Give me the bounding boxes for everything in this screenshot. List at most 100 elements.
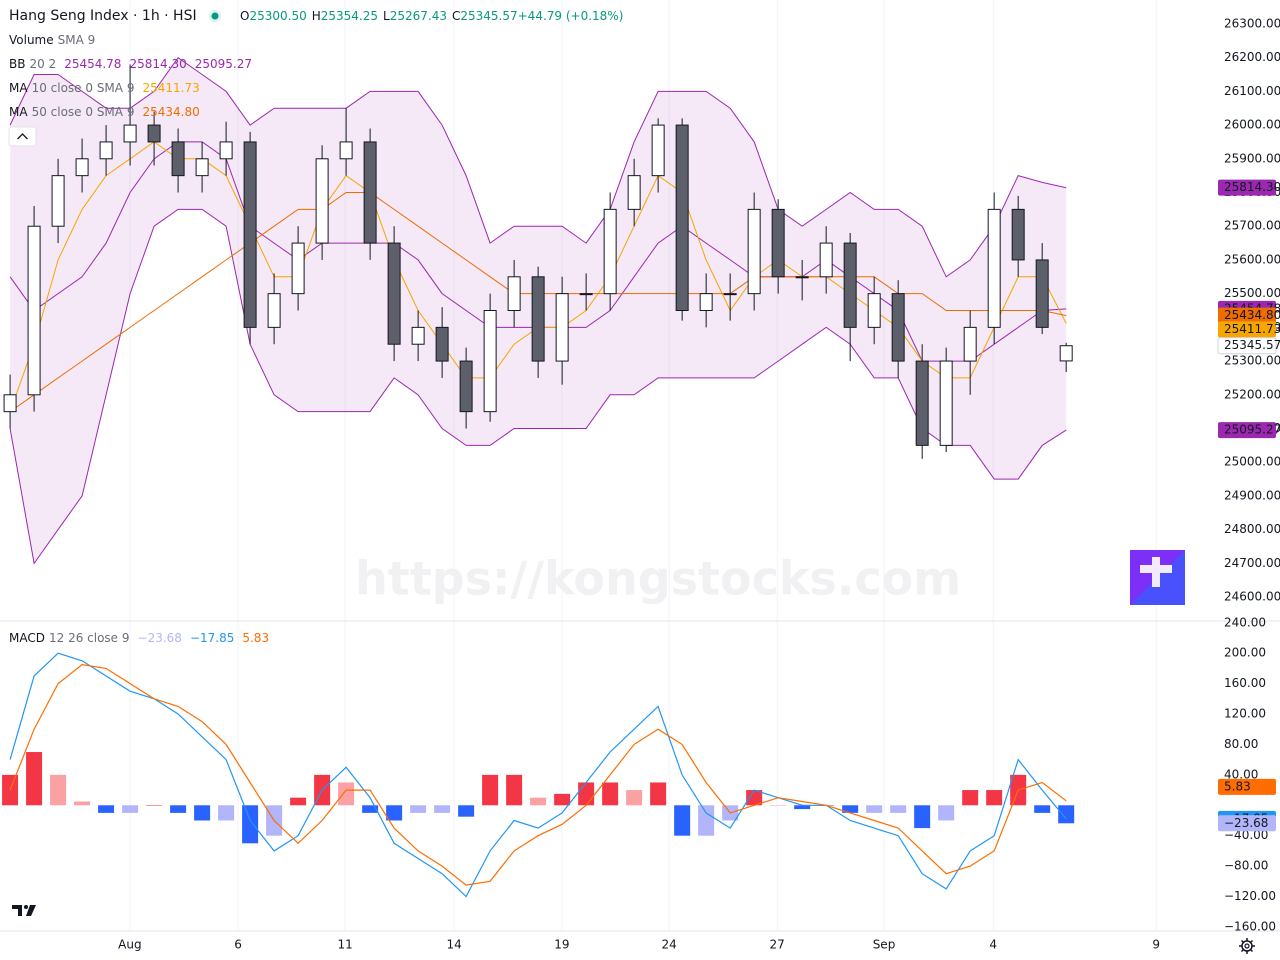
histogram-bar xyxy=(794,805,811,810)
candle-body xyxy=(315,158,329,244)
candle-body xyxy=(555,293,569,362)
candle-body xyxy=(819,242,833,278)
candle-body xyxy=(579,293,593,296)
y-tick-label: −80.00 xyxy=(1224,859,1268,873)
histogram-bar xyxy=(578,782,595,806)
brand-logo xyxy=(1130,550,1185,605)
y-tick-label: 26100.00 xyxy=(1224,84,1280,98)
candle-body xyxy=(891,293,905,362)
candle-body xyxy=(723,293,737,296)
candle-body xyxy=(699,293,713,312)
indicator-line xyxy=(9,57,1067,278)
y-tick-label: 25000.00 xyxy=(1224,455,1280,469)
histogram-bar xyxy=(698,805,715,836)
histogram-bar xyxy=(290,797,307,806)
histogram-bar xyxy=(770,805,787,806)
candle-body xyxy=(795,276,809,279)
y-tick-label: −40.00 xyxy=(1224,828,1268,842)
candle-body xyxy=(435,326,449,362)
y-tick-label: 24700.00 xyxy=(1224,556,1280,570)
histogram-bar xyxy=(602,782,619,806)
candle-body xyxy=(867,293,881,328)
price-tag xyxy=(1218,307,1276,324)
histogram-bar xyxy=(554,793,571,806)
collapse-button[interactable] xyxy=(8,126,37,147)
candle-body xyxy=(267,293,281,328)
macd-line xyxy=(9,663,1067,886)
legend: Hang Seng Index · 1h · HSI O25300.50 H253… xyxy=(8,8,623,645)
histogram-bar xyxy=(914,805,931,829)
ohlc-label: L xyxy=(383,9,390,23)
y-tick-label: 26200.00 xyxy=(1224,50,1280,64)
histogram-bar xyxy=(842,805,859,813)
histogram-bar xyxy=(410,805,427,813)
x-tick-label: 9 xyxy=(1152,938,1160,952)
y-tick-label: 40.00 xyxy=(1224,767,1258,781)
indicator-legend: Volume SMA 9 xyxy=(9,33,95,47)
histogram-bar xyxy=(986,790,1003,806)
price-tag-label: 25095.27 xyxy=(1224,423,1280,437)
candle-body xyxy=(219,141,233,160)
x-tick-label: 4 xyxy=(989,938,997,952)
price-tag-label: 25411.73 xyxy=(1224,322,1280,336)
status-dot xyxy=(211,12,219,20)
x-tick-label: Sep xyxy=(873,938,896,952)
histogram-bar xyxy=(746,790,763,806)
candle-body xyxy=(27,225,41,396)
y-tick-label: 25900.00 xyxy=(1224,151,1280,165)
histogram-bar xyxy=(482,774,499,806)
histogram-bar xyxy=(650,782,667,806)
indicator-name: MA xyxy=(9,81,28,95)
histogram-bar xyxy=(218,805,235,821)
candle-body xyxy=(603,208,617,295)
candle-body xyxy=(363,141,377,244)
settings-button[interactable] xyxy=(1239,938,1255,954)
histogram-bar xyxy=(170,805,187,813)
indicator-name: MA xyxy=(9,105,28,119)
y-tick-label: 120.00 xyxy=(1224,707,1266,721)
y-tick-label: 24800.00 xyxy=(1224,522,1280,536)
candle-body xyxy=(75,158,89,177)
y-tick-label: −120.00 xyxy=(1224,889,1276,903)
candle-body xyxy=(531,276,545,362)
watermark: https://kongstocks.com xyxy=(355,552,961,606)
price-tag xyxy=(1218,321,1276,338)
y-tick-label: 200.00 xyxy=(1224,646,1266,660)
ohlc-value: 25345.57 xyxy=(460,9,517,23)
price-tag-label: −23.68 xyxy=(1224,816,1268,830)
indicator-value: 25454.78 xyxy=(64,57,121,71)
ohlc-label: C xyxy=(452,9,460,23)
histogram-bar xyxy=(146,805,163,806)
candle-body xyxy=(3,394,17,413)
candle-body xyxy=(147,124,161,143)
candle-body xyxy=(1035,259,1049,328)
candle-body xyxy=(387,242,401,345)
histogram-bar xyxy=(74,801,91,806)
x-tick-label: 24 xyxy=(662,938,677,952)
indicator-params: 12 26 close 9 xyxy=(49,631,130,645)
macd-legend: MACD 12 26 close 9 −23.68 −17.85 5.83 xyxy=(9,631,269,645)
macd-pane xyxy=(2,652,1075,898)
indicator-legend: MA 50 close 0 SMA 9 25434.80 xyxy=(9,105,200,119)
histogram-bar xyxy=(890,805,907,813)
candle-body xyxy=(507,276,521,312)
indicator-legend: MA 10 close 0 SMA 9 25411.73 xyxy=(9,81,200,95)
candle-body xyxy=(675,124,689,312)
price-tag xyxy=(1218,778,1276,795)
price-tag xyxy=(1218,815,1276,832)
histogram-bar xyxy=(626,790,643,806)
x-tick-label: 11 xyxy=(338,938,353,952)
x-tick-label: 14 xyxy=(446,938,461,952)
ohlc-value: 25354.25 xyxy=(321,9,378,23)
candle-body xyxy=(627,175,641,210)
candle-body xyxy=(195,158,209,177)
x-tick-label: 6 xyxy=(234,938,242,952)
histogram-bar xyxy=(674,805,691,836)
histogram-bar xyxy=(434,805,451,813)
candle-body xyxy=(987,208,1001,328)
price-tag-label: 25345.57 xyxy=(1224,338,1280,352)
histogram-bar xyxy=(98,805,115,813)
y-tick-label: 160.00 xyxy=(1224,676,1266,690)
ohlc-legend: O25300.50 H25354.25 L25267.43 C25345.57+44.… xyxy=(240,9,623,23)
candle-body xyxy=(651,124,665,177)
